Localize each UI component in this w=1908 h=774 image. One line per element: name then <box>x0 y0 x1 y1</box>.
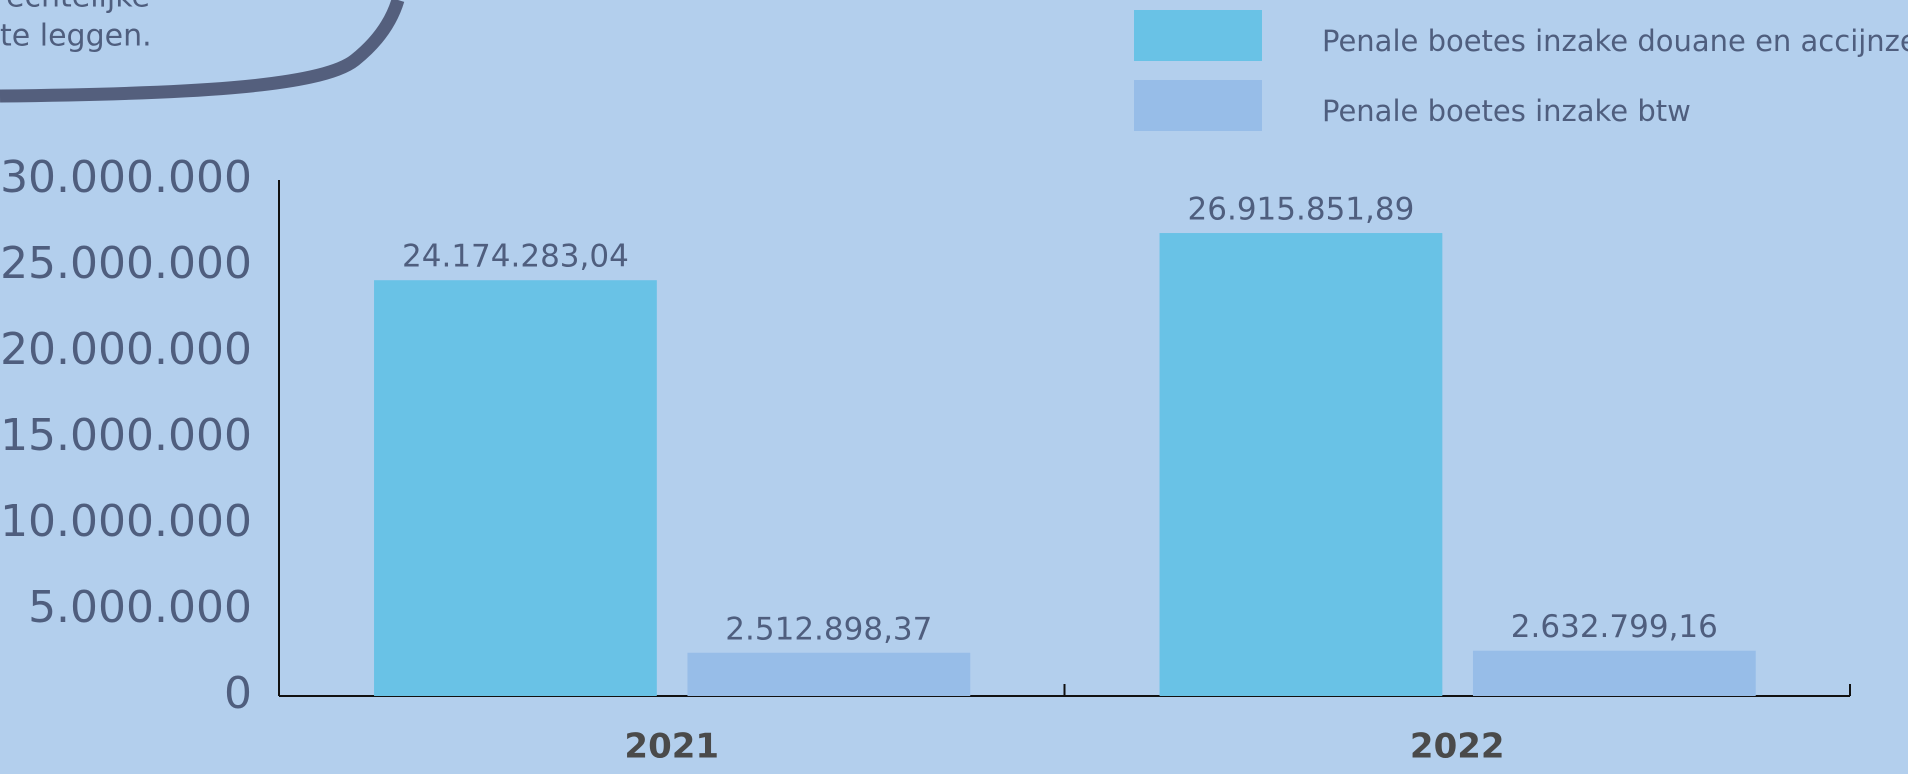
y-tick-label: 0 <box>224 668 252 719</box>
y-tick-label: 30.000.000 <box>0 152 252 203</box>
bar <box>687 652 971 696</box>
legend-swatch <box>1134 10 1262 61</box>
callout-text: te leggen. <box>0 19 152 54</box>
legend-label: Penale boetes inzake btw <box>1322 94 1691 128</box>
data-label: 24.174.283,04 <box>402 239 629 275</box>
legend-swatch <box>1134 80 1262 131</box>
bar <box>374 280 657 696</box>
y-tick-label: 15.000.000 <box>0 410 252 461</box>
y-tick-label: 20.000.000 <box>0 324 252 375</box>
callout-bubble <box>0 0 405 103</box>
data-label: 2.632.799,16 <box>1511 609 1718 645</box>
data-label: 26.915.851,89 <box>1188 192 1415 228</box>
y-tick-label: 5.000.000 <box>28 582 252 633</box>
y-tick-label: 10.000.000 <box>0 496 252 547</box>
callout-text: om strafrechtelijke <box>0 0 150 15</box>
x-tick-label: 2021 <box>624 727 719 767</box>
y-tick-label: 25.000.000 <box>0 238 252 289</box>
bar <box>1472 650 1756 696</box>
x-tick-label: 2022 <box>1410 727 1505 767</box>
bar <box>1159 233 1443 696</box>
legend-label: Penale boetes inzake douane en accijnzen <box>1322 24 1908 58</box>
data-label: 2.512.898,37 <box>725 611 932 647</box>
